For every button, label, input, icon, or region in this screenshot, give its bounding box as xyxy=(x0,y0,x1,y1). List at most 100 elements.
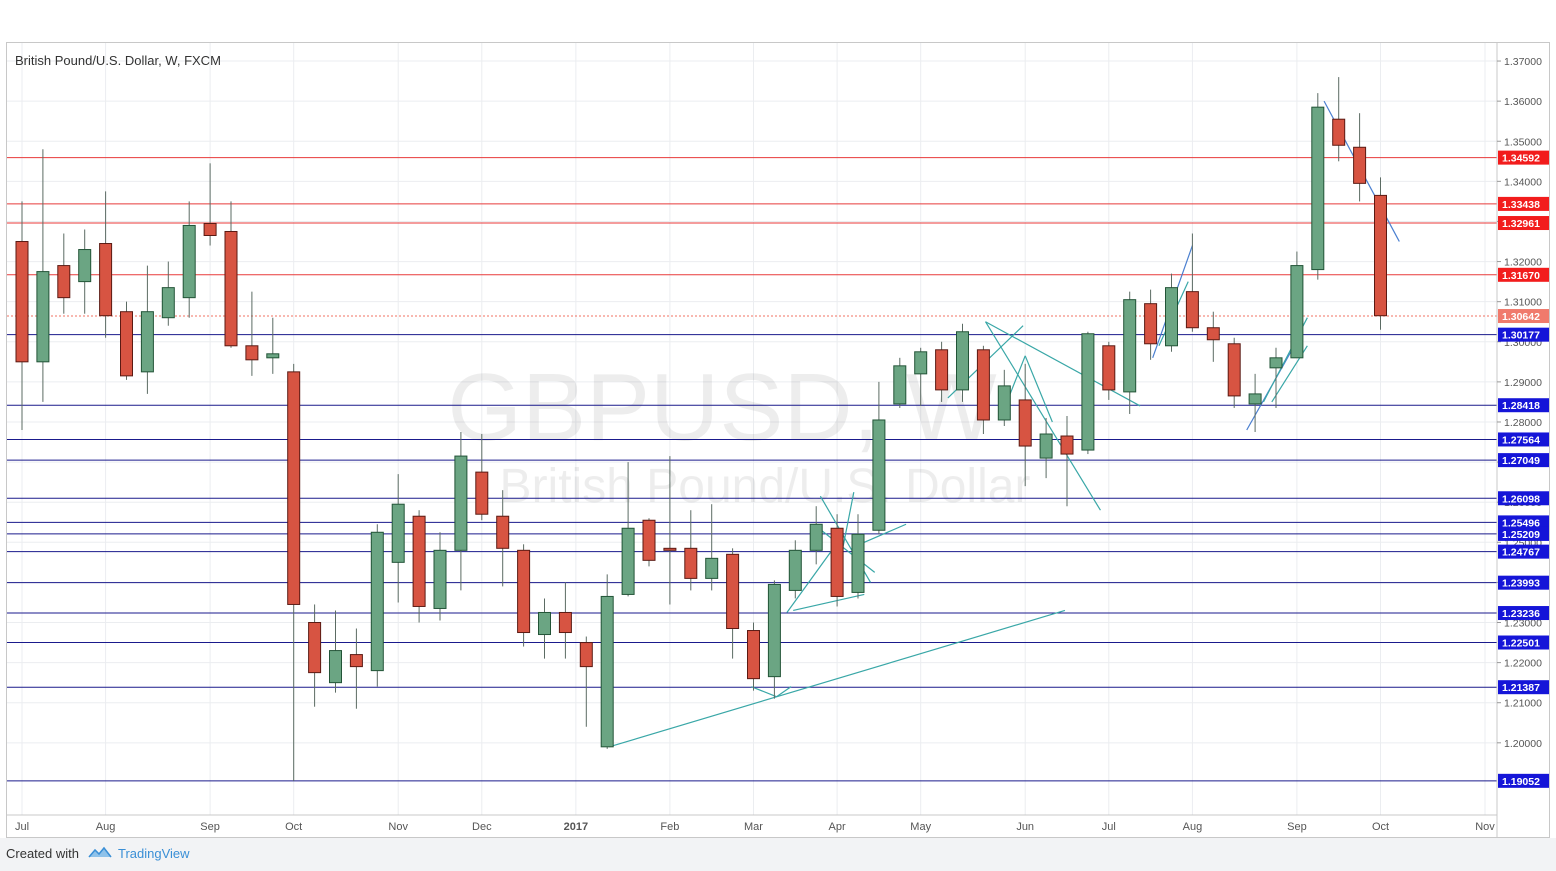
candle-up[interactable] xyxy=(266,317,280,374)
time-tick-label: Oct xyxy=(285,821,302,833)
support-label-bg xyxy=(1498,526,1549,541)
tradingview-logo-icon[interactable] xyxy=(88,845,112,859)
candle-down[interactable] xyxy=(1206,311,1220,362)
candle-up[interactable] xyxy=(767,580,781,699)
resistance-label-bg xyxy=(1498,216,1549,231)
candle-down[interactable] xyxy=(726,548,740,659)
tradingview-link[interactable]: TradingView xyxy=(118,846,190,861)
time-tick-label: Nov xyxy=(388,821,408,833)
candle-down[interactable] xyxy=(1018,363,1032,487)
candle-down[interactable] xyxy=(935,341,949,402)
chart-title: British Pound/U.S. Dollar, W, FXCM xyxy=(15,53,221,68)
candle-down[interactable] xyxy=(830,514,844,607)
candle-down[interactable] xyxy=(15,201,29,431)
candle-body xyxy=(1018,399,1032,447)
candle-up[interactable] xyxy=(161,261,175,326)
candle-down[interactable] xyxy=(245,291,259,376)
candle-up[interactable] xyxy=(809,506,823,565)
candle-down[interactable] xyxy=(1227,337,1241,408)
candle-down[interactable] xyxy=(684,510,698,591)
candle-down[interactable] xyxy=(1374,177,1387,330)
candle-down[interactable] xyxy=(1144,289,1158,360)
support-label-bg xyxy=(1498,635,1549,650)
candle-down[interactable] xyxy=(558,582,572,659)
candle-up[interactable] xyxy=(182,201,196,318)
candle-down[interactable] xyxy=(287,363,301,781)
candle-up[interactable] xyxy=(1123,291,1137,414)
candle-body xyxy=(830,527,844,597)
candle-down[interactable] xyxy=(1102,341,1116,400)
candle-up[interactable] xyxy=(705,504,719,591)
candle-up[interactable] xyxy=(1165,273,1178,352)
candle-up[interactable] xyxy=(851,514,865,599)
trendline[interactable] xyxy=(793,593,865,612)
candle-down[interactable] xyxy=(57,233,71,314)
candle-up[interactable] xyxy=(600,574,614,749)
trendline[interactable] xyxy=(984,321,1101,511)
candle-up[interactable] xyxy=(329,610,342,693)
candle-down[interactable] xyxy=(120,301,133,380)
candle-up[interactable] xyxy=(370,524,384,687)
trendline[interactable] xyxy=(864,523,907,543)
candle-up[interactable] xyxy=(454,432,468,591)
candle-down[interactable] xyxy=(496,490,510,587)
candle-body xyxy=(956,331,969,391)
trendline[interactable] xyxy=(985,321,1141,407)
candle-up[interactable] xyxy=(1269,347,1283,408)
candle-body xyxy=(893,365,907,405)
candle-down[interactable] xyxy=(976,345,990,435)
trendline[interactable] xyxy=(815,525,876,573)
candle-down[interactable] xyxy=(1060,415,1074,507)
trendline[interactable] xyxy=(751,686,777,698)
candle-down[interactable] xyxy=(224,201,238,348)
candle-up[interactable] xyxy=(997,369,1011,426)
candle-up[interactable] xyxy=(433,532,447,621)
candle-down[interactable] xyxy=(349,628,363,709)
candle-up[interactable] xyxy=(391,474,405,603)
candle-down[interactable] xyxy=(517,544,531,647)
candle-down[interactable] xyxy=(99,191,113,338)
candle-down[interactable] xyxy=(1353,113,1367,202)
support-label: 1.24767 xyxy=(1502,547,1540,559)
candle-up[interactable] xyxy=(914,347,928,406)
candle-down[interactable] xyxy=(1185,233,1199,332)
candle-body xyxy=(976,349,990,421)
candle-down[interactable] xyxy=(308,604,322,707)
candle-down[interactable] xyxy=(1332,77,1346,162)
trendline[interactable] xyxy=(1024,355,1053,423)
candle-up[interactable] xyxy=(893,357,907,408)
candle-up[interactable] xyxy=(872,381,886,535)
candle-down[interactable] xyxy=(642,518,656,567)
price-tick-label: 1.32000 xyxy=(1504,257,1542,269)
candle-body xyxy=(433,549,447,609)
candle-up[interactable] xyxy=(621,462,635,597)
candle-up[interactable] xyxy=(1081,331,1095,455)
candle-down[interactable] xyxy=(412,510,426,623)
candle-down[interactable] xyxy=(663,456,677,605)
candle-up[interactable] xyxy=(788,540,802,599)
candle-body xyxy=(454,455,468,551)
candle-up[interactable] xyxy=(78,229,92,314)
candle-body xyxy=(1185,291,1199,329)
candle-up[interactable] xyxy=(538,598,551,659)
candle-up[interactable] xyxy=(36,149,50,402)
candle-up[interactable] xyxy=(1311,93,1325,280)
trendline[interactable] xyxy=(609,609,1066,748)
candle-down[interactable] xyxy=(579,636,593,727)
candle-body xyxy=(1102,345,1116,391)
price-tick-label: 1.35000 xyxy=(1504,136,1542,148)
candle-up[interactable] xyxy=(140,265,154,394)
trendline[interactable] xyxy=(776,686,792,698)
support-label-bg xyxy=(1498,544,1549,559)
price-tick-label: 1.20000 xyxy=(1504,738,1542,750)
candle-down[interactable] xyxy=(475,434,489,521)
candle-up[interactable] xyxy=(1248,373,1262,433)
candle-down[interactable] xyxy=(203,163,217,246)
candle-up[interactable] xyxy=(956,323,969,402)
candle-up[interactable] xyxy=(1290,251,1304,359)
candle-up[interactable] xyxy=(1039,417,1053,479)
trendline[interactable] xyxy=(786,539,840,613)
candle-body xyxy=(872,419,886,531)
candle-down[interactable] xyxy=(747,622,760,691)
